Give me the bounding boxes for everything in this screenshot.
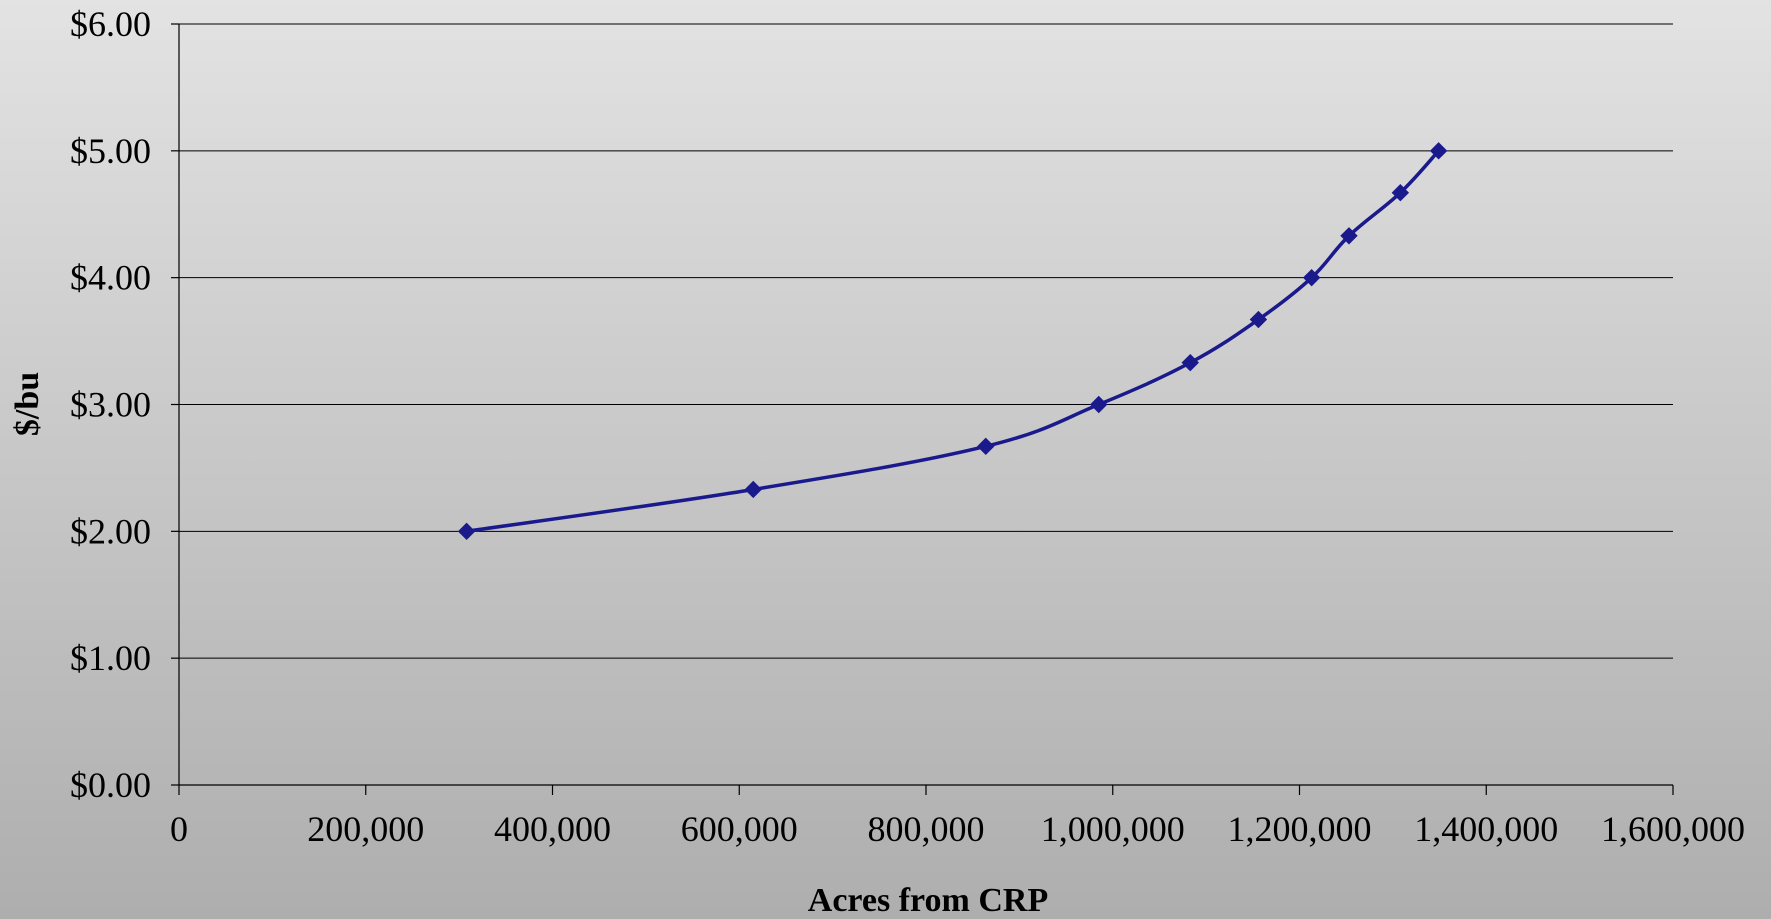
data-point-marker: [1090, 395, 1108, 414]
y-tick-label: $1.00: [70, 638, 151, 678]
y-tick-label: $3.00: [70, 385, 151, 425]
x-tick-label: 800,000: [868, 809, 985, 849]
axes: [171, 23, 1674, 795]
x-tick-labels: 0 200,000 400,000 600,000 800,000 1,000,000 1,…: [170, 809, 1745, 849]
y-tick-label: $0.00: [70, 765, 151, 805]
x-tick-label: 600,000: [681, 809, 798, 849]
gridlines: [179, 23, 1673, 659]
data-point-marker: [457, 522, 476, 541]
data-point-marker: [1302, 268, 1321, 287]
y-tick-labels: $0.00 $1.00 $2.00 $3.00 $4.00 $5.00 $6.00: [70, 4, 151, 805]
x-tick-label: 200,000: [307, 809, 424, 849]
series-line: [466, 149, 1440, 534]
x-tick-label: 1,000,000: [1041, 809, 1185, 849]
data-point-marker: [1181, 353, 1199, 372]
x-tick-label: 1,400,000: [1414, 809, 1558, 849]
data-point-marker: [1340, 227, 1358, 245]
data-point-marker: [977, 437, 995, 456]
x-tick-label: 0: [170, 809, 188, 849]
data-point-marker: [1391, 183, 1410, 202]
series-layer: [457, 142, 1448, 541]
x-tick-label: 400,000: [494, 809, 611, 849]
data-point-marker: [1249, 310, 1268, 329]
y-tick-label: $5.00: [70, 131, 151, 171]
y-tick-label: $2.00: [70, 511, 151, 551]
y-axis-title: $/bu: [9, 372, 46, 436]
data-point-marker: [744, 480, 762, 499]
data-point-marker: [1429, 142, 1448, 160]
x-tick-label: 1,200,000: [1228, 809, 1372, 849]
x-axis-title: Acres from CRP: [808, 882, 1048, 919]
y-tick-label: $6.00: [70, 4, 151, 44]
y-tick-label: $4.00: [70, 258, 151, 298]
x-tick-label: 1,600,000: [1601, 809, 1745, 849]
